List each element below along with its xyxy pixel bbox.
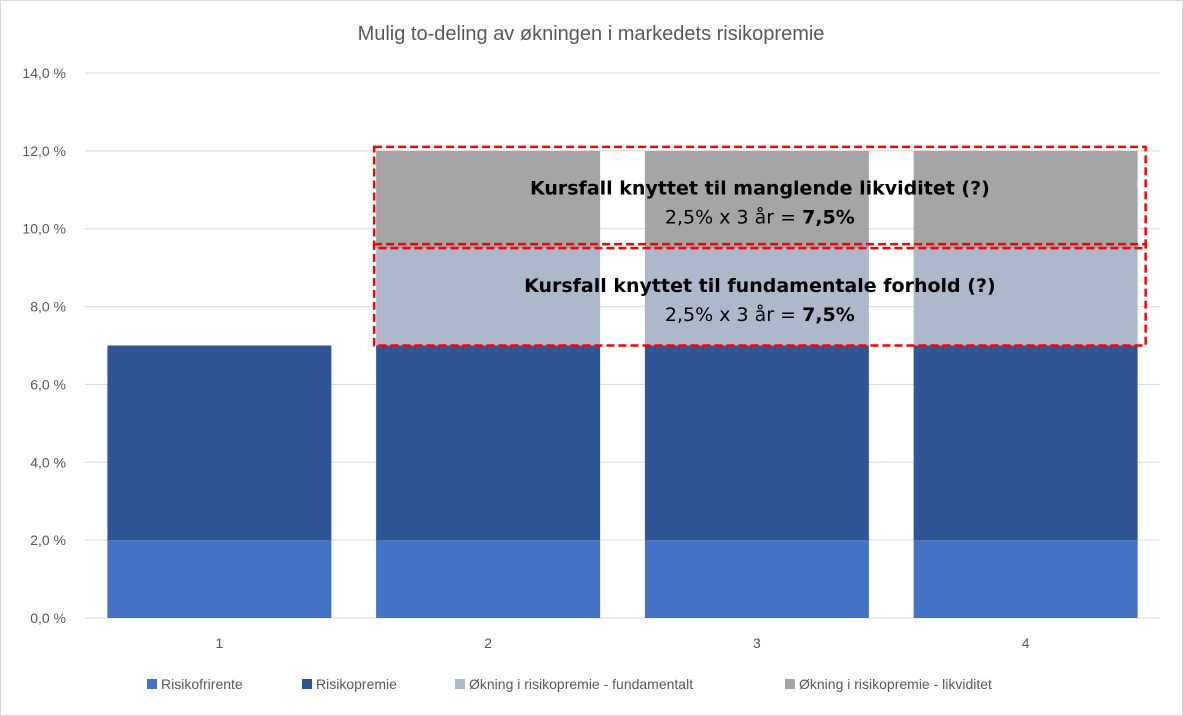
x-tick-label: 4 [1022, 635, 1030, 651]
annotation-box [372, 242, 1147, 347]
annotation-calc: 2,5% x 3 år = 7,5% [665, 303, 855, 326]
annotation-calc-prefix: 2,5% x 3 år = [665, 206, 802, 229]
legend-item: Økning i risikopremie - likviditet [785, 676, 992, 692]
bar-segment [644, 150, 869, 249]
x-tick-label: 3 [753, 635, 761, 651]
legend-label: Økning i risikopremie - fundamentalt [469, 676, 693, 692]
bar-segment [107, 345, 332, 541]
bar-segment [913, 540, 1138, 618]
legend-item: Risikofrirente [147, 676, 243, 692]
y-tick-label: 14,0 % [22, 65, 66, 81]
bar-segment [376, 150, 601, 249]
bar-segment [376, 248, 601, 346]
legend-label: Økning i risikopremie - likviditet [799, 676, 992, 692]
annotation-calc-prefix: 2,5% x 3 år = [665, 303, 802, 326]
y-tick-label: 6,0 % [30, 376, 66, 392]
bar-segment [644, 540, 869, 618]
annotation-calc-value: 7,5% [802, 304, 855, 326]
bar-segment [376, 345, 601, 541]
y-tick-label: 8,0 % [30, 299, 66, 315]
annotation-calc-value: 7,5% [802, 207, 855, 229]
bar-segment [913, 150, 1138, 249]
bar-segment [644, 248, 869, 346]
annotation-title: Kursfall knyttet til fundamentale forhol… [524, 275, 996, 297]
bar-segment [913, 345, 1138, 541]
x-tick-label: 1 [215, 635, 223, 651]
legend-swatch [302, 679, 312, 689]
chart-title: Mulig to-deling av økningen i markedets … [358, 23, 825, 45]
bar-segment [913, 248, 1138, 346]
bar-segment [376, 540, 601, 618]
y-tick-label: 4,0 % [30, 454, 66, 470]
x-tick-label: 2 [484, 635, 492, 651]
y-tick-label: 0,0 % [30, 610, 66, 626]
legend-label: Risikofrirente [161, 676, 243, 692]
legend-label: Risikopremie [316, 676, 397, 692]
bar-segment [644, 345, 869, 541]
y-tick-label: 2,0 % [30, 532, 66, 548]
y-tick-label: 12,0 % [22, 143, 66, 159]
annotation-box [372, 145, 1147, 250]
legend-item: Risikopremie [302, 676, 397, 692]
legend-swatch [455, 679, 465, 689]
legend-swatch [147, 679, 157, 689]
legend-item: Økning i risikopremie - fundamentalt [455, 676, 693, 692]
y-tick-label: 10,0 % [22, 221, 66, 237]
legend-swatch [785, 679, 795, 689]
annotation-calc: 2,5% x 3 år = 7,5% [665, 206, 855, 229]
bar-segment [107, 540, 332, 618]
annotation-title: Kursfall knyttet til manglende likvidite… [530, 178, 990, 200]
